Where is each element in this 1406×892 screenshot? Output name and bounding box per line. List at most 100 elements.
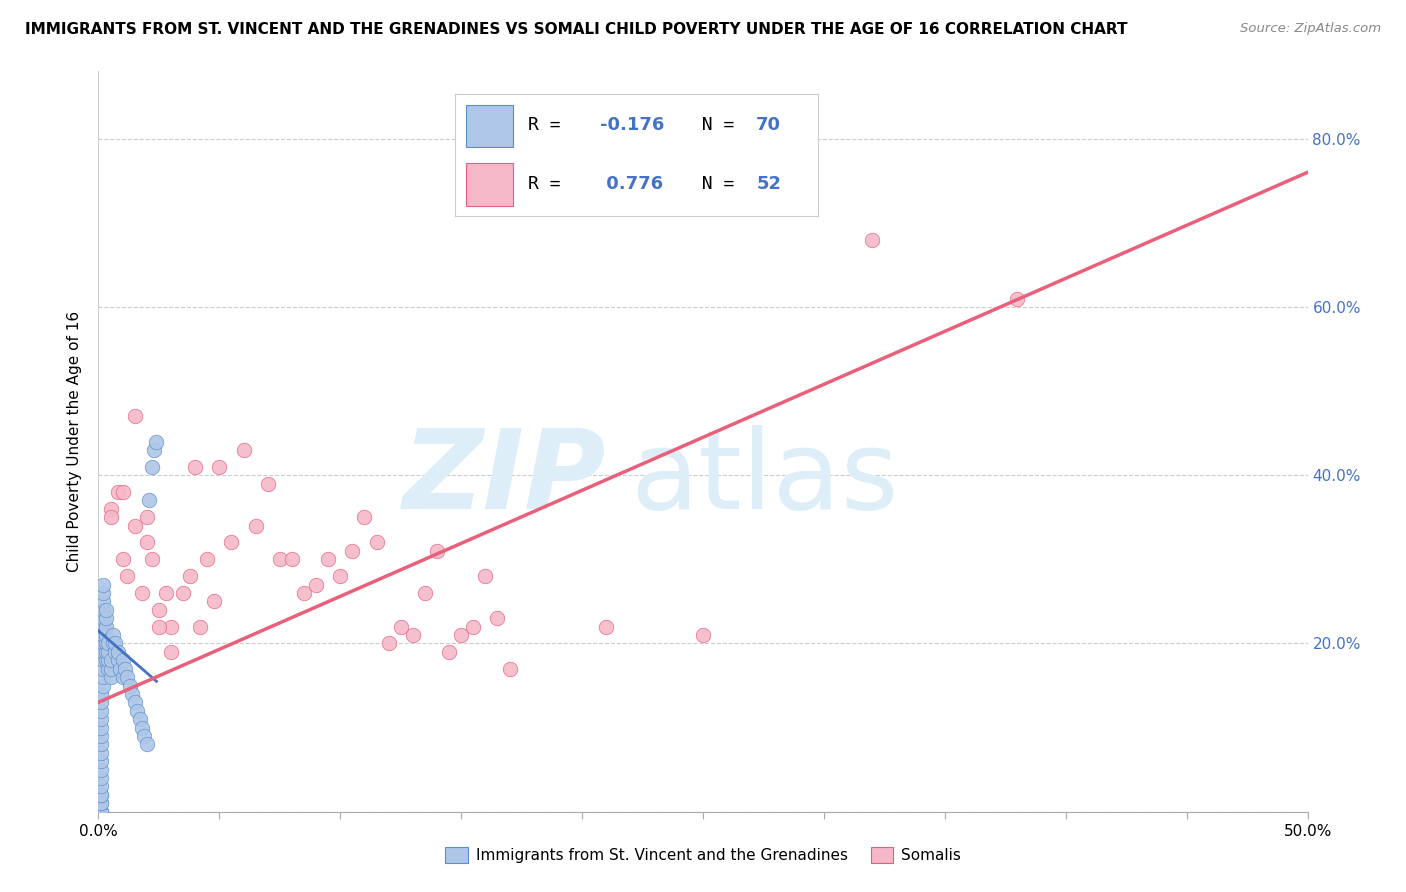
Point <box>90 805 112 819</box>
Point <box>316 552 339 566</box>
Point <box>94 653 117 667</box>
Point <box>160 645 183 659</box>
Point <box>90 788 112 802</box>
Point <box>117 670 139 684</box>
Point <box>90 754 112 768</box>
Point <box>107 653 129 667</box>
Point <box>160 619 183 633</box>
Point <box>90 788 112 802</box>
Point <box>97 662 120 676</box>
Point <box>184 459 207 474</box>
Point <box>463 619 485 633</box>
Point <box>135 535 157 549</box>
Point <box>498 662 520 676</box>
Point <box>104 645 127 659</box>
Point <box>131 586 153 600</box>
Point <box>121 687 143 701</box>
Point <box>100 653 122 667</box>
Point <box>127 704 149 718</box>
Point <box>104 636 127 650</box>
Point <box>172 586 194 600</box>
Point <box>91 586 114 600</box>
Point <box>179 569 201 583</box>
Text: Source: ZipAtlas.com: Source: ZipAtlas.com <box>1240 22 1381 36</box>
Point <box>141 459 163 474</box>
Point <box>94 611 117 625</box>
Point <box>208 459 231 474</box>
Point <box>426 544 449 558</box>
Point <box>245 518 267 533</box>
Point <box>111 485 134 500</box>
Point <box>100 510 122 524</box>
Point <box>111 653 134 667</box>
Point <box>437 645 460 659</box>
Point <box>124 695 146 709</box>
Legend: Immigrants from St. Vincent and the Grenadines, Somalis: Immigrants from St. Vincent and the Gren… <box>437 839 969 871</box>
Point <box>1007 292 1029 306</box>
Point <box>111 552 134 566</box>
Point <box>124 518 146 533</box>
Point <box>90 771 112 785</box>
Point <box>100 662 122 676</box>
Text: ZIP: ZIP <box>402 425 606 532</box>
Point <box>91 628 114 642</box>
Point <box>97 636 120 650</box>
Point <box>90 704 112 718</box>
Point <box>389 619 412 633</box>
Point <box>232 442 254 457</box>
Point <box>90 805 112 819</box>
Point <box>91 636 114 650</box>
Point <box>90 712 112 726</box>
Point <box>90 687 112 701</box>
Point <box>90 763 112 777</box>
Point <box>97 645 120 659</box>
Point <box>131 721 153 735</box>
Point <box>377 636 399 650</box>
Point <box>188 619 211 633</box>
Point <box>114 662 136 676</box>
Point <box>124 409 146 424</box>
Point <box>111 670 134 684</box>
Text: IMMIGRANTS FROM ST. VINCENT AND THE GRENADINES VS SOMALI CHILD POVERTY UNDER THE: IMMIGRANTS FROM ST. VINCENT AND THE GREN… <box>25 22 1128 37</box>
Point <box>107 485 129 500</box>
Point <box>94 603 117 617</box>
Point <box>155 586 177 600</box>
Point <box>292 586 315 600</box>
Point <box>91 619 114 633</box>
Point <box>860 233 883 247</box>
Y-axis label: Child Poverty Under the Age of 16: Child Poverty Under the Age of 16 <box>67 311 83 572</box>
Point <box>148 603 170 617</box>
Point <box>90 721 112 735</box>
Point <box>692 628 714 642</box>
Point <box>91 670 114 684</box>
Point <box>486 611 509 625</box>
Point <box>366 535 388 549</box>
Point <box>269 552 291 566</box>
Text: atlas: atlas <box>630 425 898 532</box>
Point <box>91 577 114 591</box>
Point <box>100 670 122 684</box>
Point <box>204 594 226 608</box>
Point <box>108 662 131 676</box>
Point <box>94 645 117 659</box>
Point <box>101 628 124 642</box>
Point <box>413 586 436 600</box>
Point <box>91 662 114 676</box>
Point <box>117 569 139 583</box>
Point <box>402 628 425 642</box>
Point <box>90 780 112 794</box>
Point <box>143 442 166 457</box>
Point <box>90 797 112 811</box>
Point <box>107 645 129 659</box>
Point <box>90 746 112 760</box>
Point <box>281 552 304 566</box>
Point <box>148 619 170 633</box>
Point <box>90 805 112 819</box>
Point <box>135 738 157 752</box>
Point <box>138 493 160 508</box>
Point <box>595 619 617 633</box>
Point <box>353 510 375 524</box>
Point <box>141 552 163 566</box>
Point <box>90 738 112 752</box>
Point <box>91 594 114 608</box>
